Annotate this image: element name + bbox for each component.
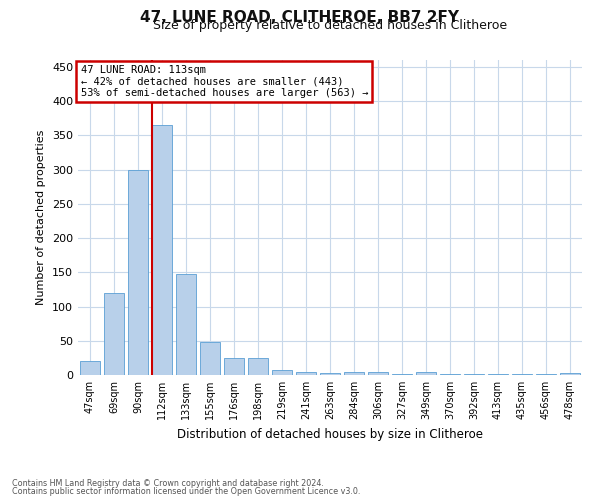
Bar	[128, 170, 148, 375]
Text: Contains HM Land Registry data © Crown copyright and database right 2024.: Contains HM Land Registry data © Crown c…	[12, 478, 324, 488]
Bar	[560, 373, 580, 375]
Bar	[104, 293, 124, 375]
Text: Contains public sector information licensed under the Open Government Licence v3: Contains public sector information licen…	[12, 487, 361, 496]
Bar	[464, 374, 484, 375]
Bar	[200, 342, 220, 375]
Bar	[176, 274, 196, 375]
Bar	[80, 362, 100, 375]
Bar	[344, 372, 364, 375]
Bar	[296, 372, 316, 375]
Bar	[512, 374, 532, 375]
Bar	[416, 372, 436, 375]
Bar	[320, 373, 340, 375]
Text: 47 LUNE ROAD: 113sqm
← 42% of detached houses are smaller (443)
53% of semi-deta: 47 LUNE ROAD: 113sqm ← 42% of detached h…	[80, 64, 368, 98]
Title: Size of property relative to detached houses in Clitheroe: Size of property relative to detached ho…	[153, 20, 507, 32]
Bar	[488, 374, 508, 375]
Bar	[536, 374, 556, 375]
Bar	[368, 372, 388, 375]
X-axis label: Distribution of detached houses by size in Clitheroe: Distribution of detached houses by size …	[177, 428, 483, 440]
Text: 47, LUNE ROAD, CLITHEROE, BB7 2FY: 47, LUNE ROAD, CLITHEROE, BB7 2FY	[140, 10, 460, 25]
Bar	[152, 125, 172, 375]
Bar	[224, 358, 244, 375]
Bar	[392, 374, 412, 375]
Bar	[272, 370, 292, 375]
Bar	[248, 358, 268, 375]
Y-axis label: Number of detached properties: Number of detached properties	[37, 130, 46, 305]
Bar	[440, 374, 460, 375]
